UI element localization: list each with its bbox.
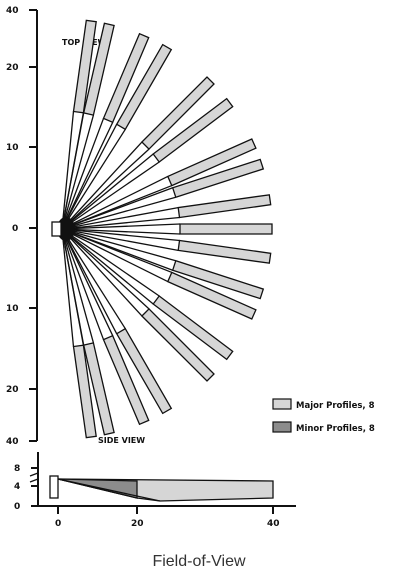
side-view-beam-edge [57,478,161,502]
detection-ray [61,228,176,262]
legend-label-minor: Minor Profiles, 8 [296,424,375,434]
detection-zone-16 [115,327,173,415]
top-view-tick-label: 20 [6,385,19,395]
detection-ray [61,153,154,230]
detection-ray [61,228,114,336]
detection-zone-1 [72,19,97,114]
detection-ray [61,228,181,235]
detection-zone-10 [179,223,273,235]
detection-zone-18 [82,342,115,436]
side-view-y-tick-label: 8 [14,464,20,474]
figure-caption: Field-of-View [152,553,246,570]
detection-ray [61,141,143,230]
detection-ray [61,122,114,230]
detection-ray [61,228,105,340]
legend-swatch-major [272,398,292,410]
side-view-title: SIDE VIEW [98,436,145,445]
detection-ray [61,124,118,230]
detection-zone-7 [166,138,257,187]
detection-zone-6 [152,97,234,163]
detection-zone-8 [171,158,265,199]
detection-ray [61,228,154,305]
detection-ray [61,161,160,230]
detection-ray [61,228,95,344]
side-view-x-tick-label: 40 [267,519,280,529]
detection-ray [61,118,105,230]
detection-ray [61,148,150,230]
detection-ray [61,111,75,230]
side-view-x-tick-label: 0 [55,519,61,529]
detection-ray [61,216,180,230]
detection-ray [61,175,169,230]
side-view-diagram: 8 4 0 0 20 40 SIDE VIEW [14,436,296,529]
detection-zone-9 [177,194,272,219]
side-view-y-tick-label: 4 [14,482,20,492]
detection-zone-15 [140,307,215,382]
detection-ray [61,114,95,230]
detection-ray [61,228,150,310]
detection-ray [61,228,173,274]
legend: Major Profiles, 8 Minor Profiles, 8 [272,398,375,434]
side-view-sensor-box [49,475,59,499]
detection-ray [61,228,126,330]
detection-ray [61,228,160,297]
side-view-y-tick-label: 0 [14,502,20,512]
detection-ray [61,187,173,230]
detection-ray [61,228,75,347]
detection-ray [61,228,180,242]
detection-ray [61,228,118,334]
top-view-tick-label: 10 [6,304,19,314]
detection-ray [61,112,85,230]
detection-zone-14 [152,295,234,361]
detection-ray [61,228,143,317]
detection-zone-4 [115,43,173,131]
detection-ray [61,196,176,230]
side-view-x-tick-label: 20 [131,519,144,529]
detection-ray [61,228,85,346]
top-view-tick-label: 20 [6,63,19,73]
detection-ray [61,206,179,230]
detection-zone-17 [102,334,150,426]
detection-zone-spokes [57,19,273,439]
detection-zone-12 [171,259,265,300]
detection-zone-3 [102,32,150,124]
legend-swatch-minor [272,421,292,433]
detection-ray [61,128,126,230]
sensor-box [51,221,62,237]
detection-zone-5 [140,76,215,151]
detection-zone-19 [72,344,97,439]
detection-ray [61,228,169,283]
detection-ray [61,223,181,230]
detection-ray [61,228,179,252]
detection-zone-13 [166,271,257,320]
top-view-tick-label: 40 [6,6,19,16]
top-view-tick-label: 10 [6,143,19,153]
top-view-tick-label: 0 [12,224,18,234]
detection-zone-11 [177,239,272,264]
top-view-diagram: 40 20 10 0 10 20 40 TOP VIEW [6,6,273,447]
axis-break-mark [29,472,39,483]
detection-zone-2 [82,22,115,116]
legend-label-major: Major Profiles, 8 [296,401,375,411]
top-view-tick-label: 40 [6,437,19,447]
